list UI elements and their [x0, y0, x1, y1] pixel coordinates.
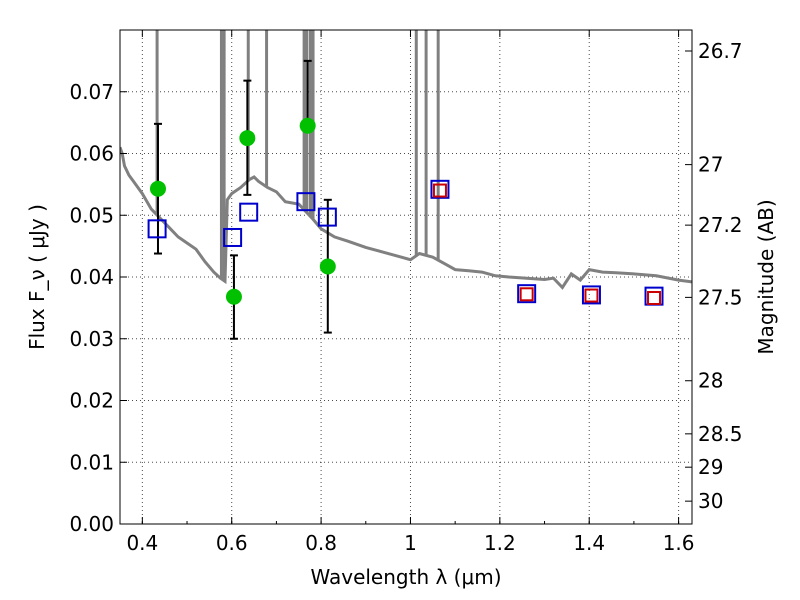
x-axis-label: Wavelength λ (μm): [310, 565, 501, 589]
x-tick-label: 1.6: [663, 531, 695, 555]
right-tick-label: 27: [698, 153, 723, 177]
x-tick-label: 0.6: [216, 531, 248, 555]
y-tick-label: 0.01: [69, 450, 114, 474]
observed-point: [299, 117, 316, 134]
right-tick-label: 28.5: [698, 422, 743, 446]
model-blue-marker: [317, 207, 337, 227]
observed-point: [319, 258, 336, 275]
model-red-marker: [647, 290, 662, 305]
observed-point: [239, 130, 256, 147]
plot-frame: [119, 29, 693, 525]
x-axis: 0.4 0.6 0.8 1 1.2 1.4 1.6: [126, 30, 695, 555]
right-tick-label: 28: [698, 369, 723, 393]
model-blue-marker: [581, 285, 601, 305]
model-blue-marker: [430, 179, 450, 199]
x-tick-label: 1.2: [484, 531, 516, 555]
y-axis-label: Flux F_ν ( μJy ): [25, 204, 49, 350]
right-axis-magnitude: 26.7 27 27.2 27.5 28 28.5 29 30: [685, 39, 743, 513]
template-spectrum: [120, 30, 692, 290]
data-markers: [147, 117, 664, 306]
right-tick-label: 29: [698, 455, 723, 479]
observed-point: [149, 180, 166, 197]
right-tick-label: 27.2: [698, 213, 743, 237]
model-blue-marker: [296, 192, 316, 212]
model-blue-marker: [223, 227, 243, 247]
y-tick-label: 0.02: [69, 389, 114, 413]
model-blue-marker: [147, 219, 167, 239]
y-axis: 0.00 0.01 0.02 0.03 0.04 0.05 0.06 0.07: [69, 80, 127, 536]
x-tick-label: 0.4: [126, 531, 158, 555]
right-tick-label: 27.5: [698, 285, 743, 309]
right-axis-label: Magnitude (AB): [754, 199, 778, 354]
right-tick-label: 26.7: [698, 39, 743, 63]
observed-point: [225, 288, 242, 305]
model-red-marker: [432, 183, 447, 198]
y-tick-label: 0.00: [69, 512, 114, 536]
x-tick-label: 1.4: [573, 531, 605, 555]
y-tick-label: 0.05: [69, 203, 114, 227]
y-tick-label: 0.07: [69, 80, 114, 104]
model-red-marker: [584, 288, 599, 303]
spectrum-line: [120, 146, 692, 290]
model-blue-marker: [239, 202, 259, 222]
y-tick-label: 0.04: [69, 265, 114, 289]
grid: [120, 30, 692, 525]
y-tick-label: 0.03: [69, 327, 114, 351]
right-tick-label: 30: [698, 489, 723, 513]
y-tick-label: 0.06: [69, 142, 114, 166]
model-red-marker: [519, 287, 534, 302]
x-tick-label: 1: [404, 531, 417, 555]
model-blue-marker: [517, 284, 537, 304]
x-tick-label: 0.8: [305, 531, 337, 555]
